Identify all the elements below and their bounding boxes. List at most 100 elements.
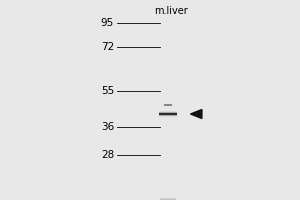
Bar	[160, 199, 176, 200]
Bar	[160, 198, 176, 199]
Bar	[160, 198, 176, 199]
Bar	[160, 198, 176, 199]
Bar	[160, 199, 176, 200]
Bar	[160, 199, 176, 200]
Bar	[160, 198, 176, 199]
Bar	[160, 199, 176, 200]
Bar	[160, 199, 176, 200]
Bar	[160, 199, 176, 200]
Bar	[160, 198, 176, 199]
Bar	[160, 198, 176, 199]
Bar	[160, 198, 176, 199]
Bar	[160, 199, 176, 200]
Bar	[160, 198, 176, 199]
Bar	[160, 198, 176, 199]
Bar	[160, 199, 176, 200]
Bar	[160, 198, 176, 199]
Bar	[160, 199, 176, 200]
Bar	[160, 198, 176, 200]
Bar	[160, 198, 176, 199]
Bar	[160, 199, 176, 200]
Bar	[160, 199, 176, 200]
Bar	[160, 199, 176, 200]
Bar	[160, 198, 176, 199]
Bar	[160, 199, 176, 200]
Bar	[160, 199, 176, 200]
Bar	[160, 199, 176, 200]
Bar	[160, 198, 176, 199]
Bar	[160, 198, 176, 199]
Bar	[160, 198, 176, 199]
Bar	[160, 198, 176, 199]
Bar	[160, 198, 176, 199]
Bar	[160, 199, 176, 200]
Bar	[160, 198, 176, 199]
Bar	[160, 198, 176, 199]
Text: 55: 55	[101, 86, 114, 96]
Bar	[160, 198, 176, 199]
Bar	[160, 199, 176, 200]
Bar	[160, 198, 176, 199]
Bar	[160, 199, 176, 200]
Bar	[160, 198, 176, 199]
Bar	[160, 198, 176, 199]
Bar	[160, 199, 176, 200]
Bar	[160, 198, 176, 199]
Bar	[160, 199, 176, 200]
Bar	[160, 198, 176, 199]
Bar	[160, 199, 176, 200]
Bar	[160, 198, 176, 199]
Bar	[160, 199, 176, 200]
Bar	[160, 198, 176, 199]
Bar	[160, 199, 176, 200]
Bar	[160, 199, 176, 200]
Bar	[160, 199, 176, 200]
Bar	[159, 112, 177, 113]
Bar	[160, 198, 176, 199]
Bar	[160, 199, 176, 200]
Bar	[160, 199, 176, 200]
Bar	[160, 198, 176, 199]
Bar	[160, 199, 176, 200]
Bar	[160, 198, 176, 199]
Bar	[160, 199, 176, 200]
Bar	[160, 199, 176, 200]
Text: 28: 28	[101, 150, 114, 160]
Bar	[160, 199, 176, 200]
Bar	[160, 198, 176, 199]
Bar	[160, 199, 176, 200]
Bar	[160, 199, 176, 200]
Bar	[160, 199, 176, 200]
Bar	[160, 198, 176, 199]
Bar	[160, 198, 176, 199]
Bar	[160, 199, 176, 200]
Bar	[160, 198, 176, 199]
Bar	[160, 199, 176, 200]
Bar	[160, 198, 176, 199]
Bar	[164, 105, 172, 106]
Bar	[160, 199, 176, 200]
Bar	[160, 198, 176, 199]
Bar	[160, 199, 176, 200]
Bar	[160, 199, 176, 200]
Bar	[160, 198, 176, 199]
Bar	[160, 199, 176, 200]
Bar	[160, 198, 176, 199]
Bar	[160, 198, 176, 199]
Bar	[160, 199, 176, 200]
Bar	[160, 199, 176, 200]
Bar	[160, 199, 176, 200]
Bar	[160, 198, 176, 199]
Bar	[160, 198, 176, 199]
Bar	[160, 199, 176, 200]
Bar	[159, 114, 177, 115]
Bar	[160, 199, 176, 200]
Bar	[160, 199, 176, 200]
Text: m.liver: m.liver	[154, 6, 188, 16]
Bar	[160, 198, 176, 199]
Bar	[160, 198, 176, 199]
Bar	[160, 198, 176, 199]
Bar	[160, 198, 176, 199]
Bar	[160, 198, 176, 199]
Bar	[160, 199, 176, 200]
